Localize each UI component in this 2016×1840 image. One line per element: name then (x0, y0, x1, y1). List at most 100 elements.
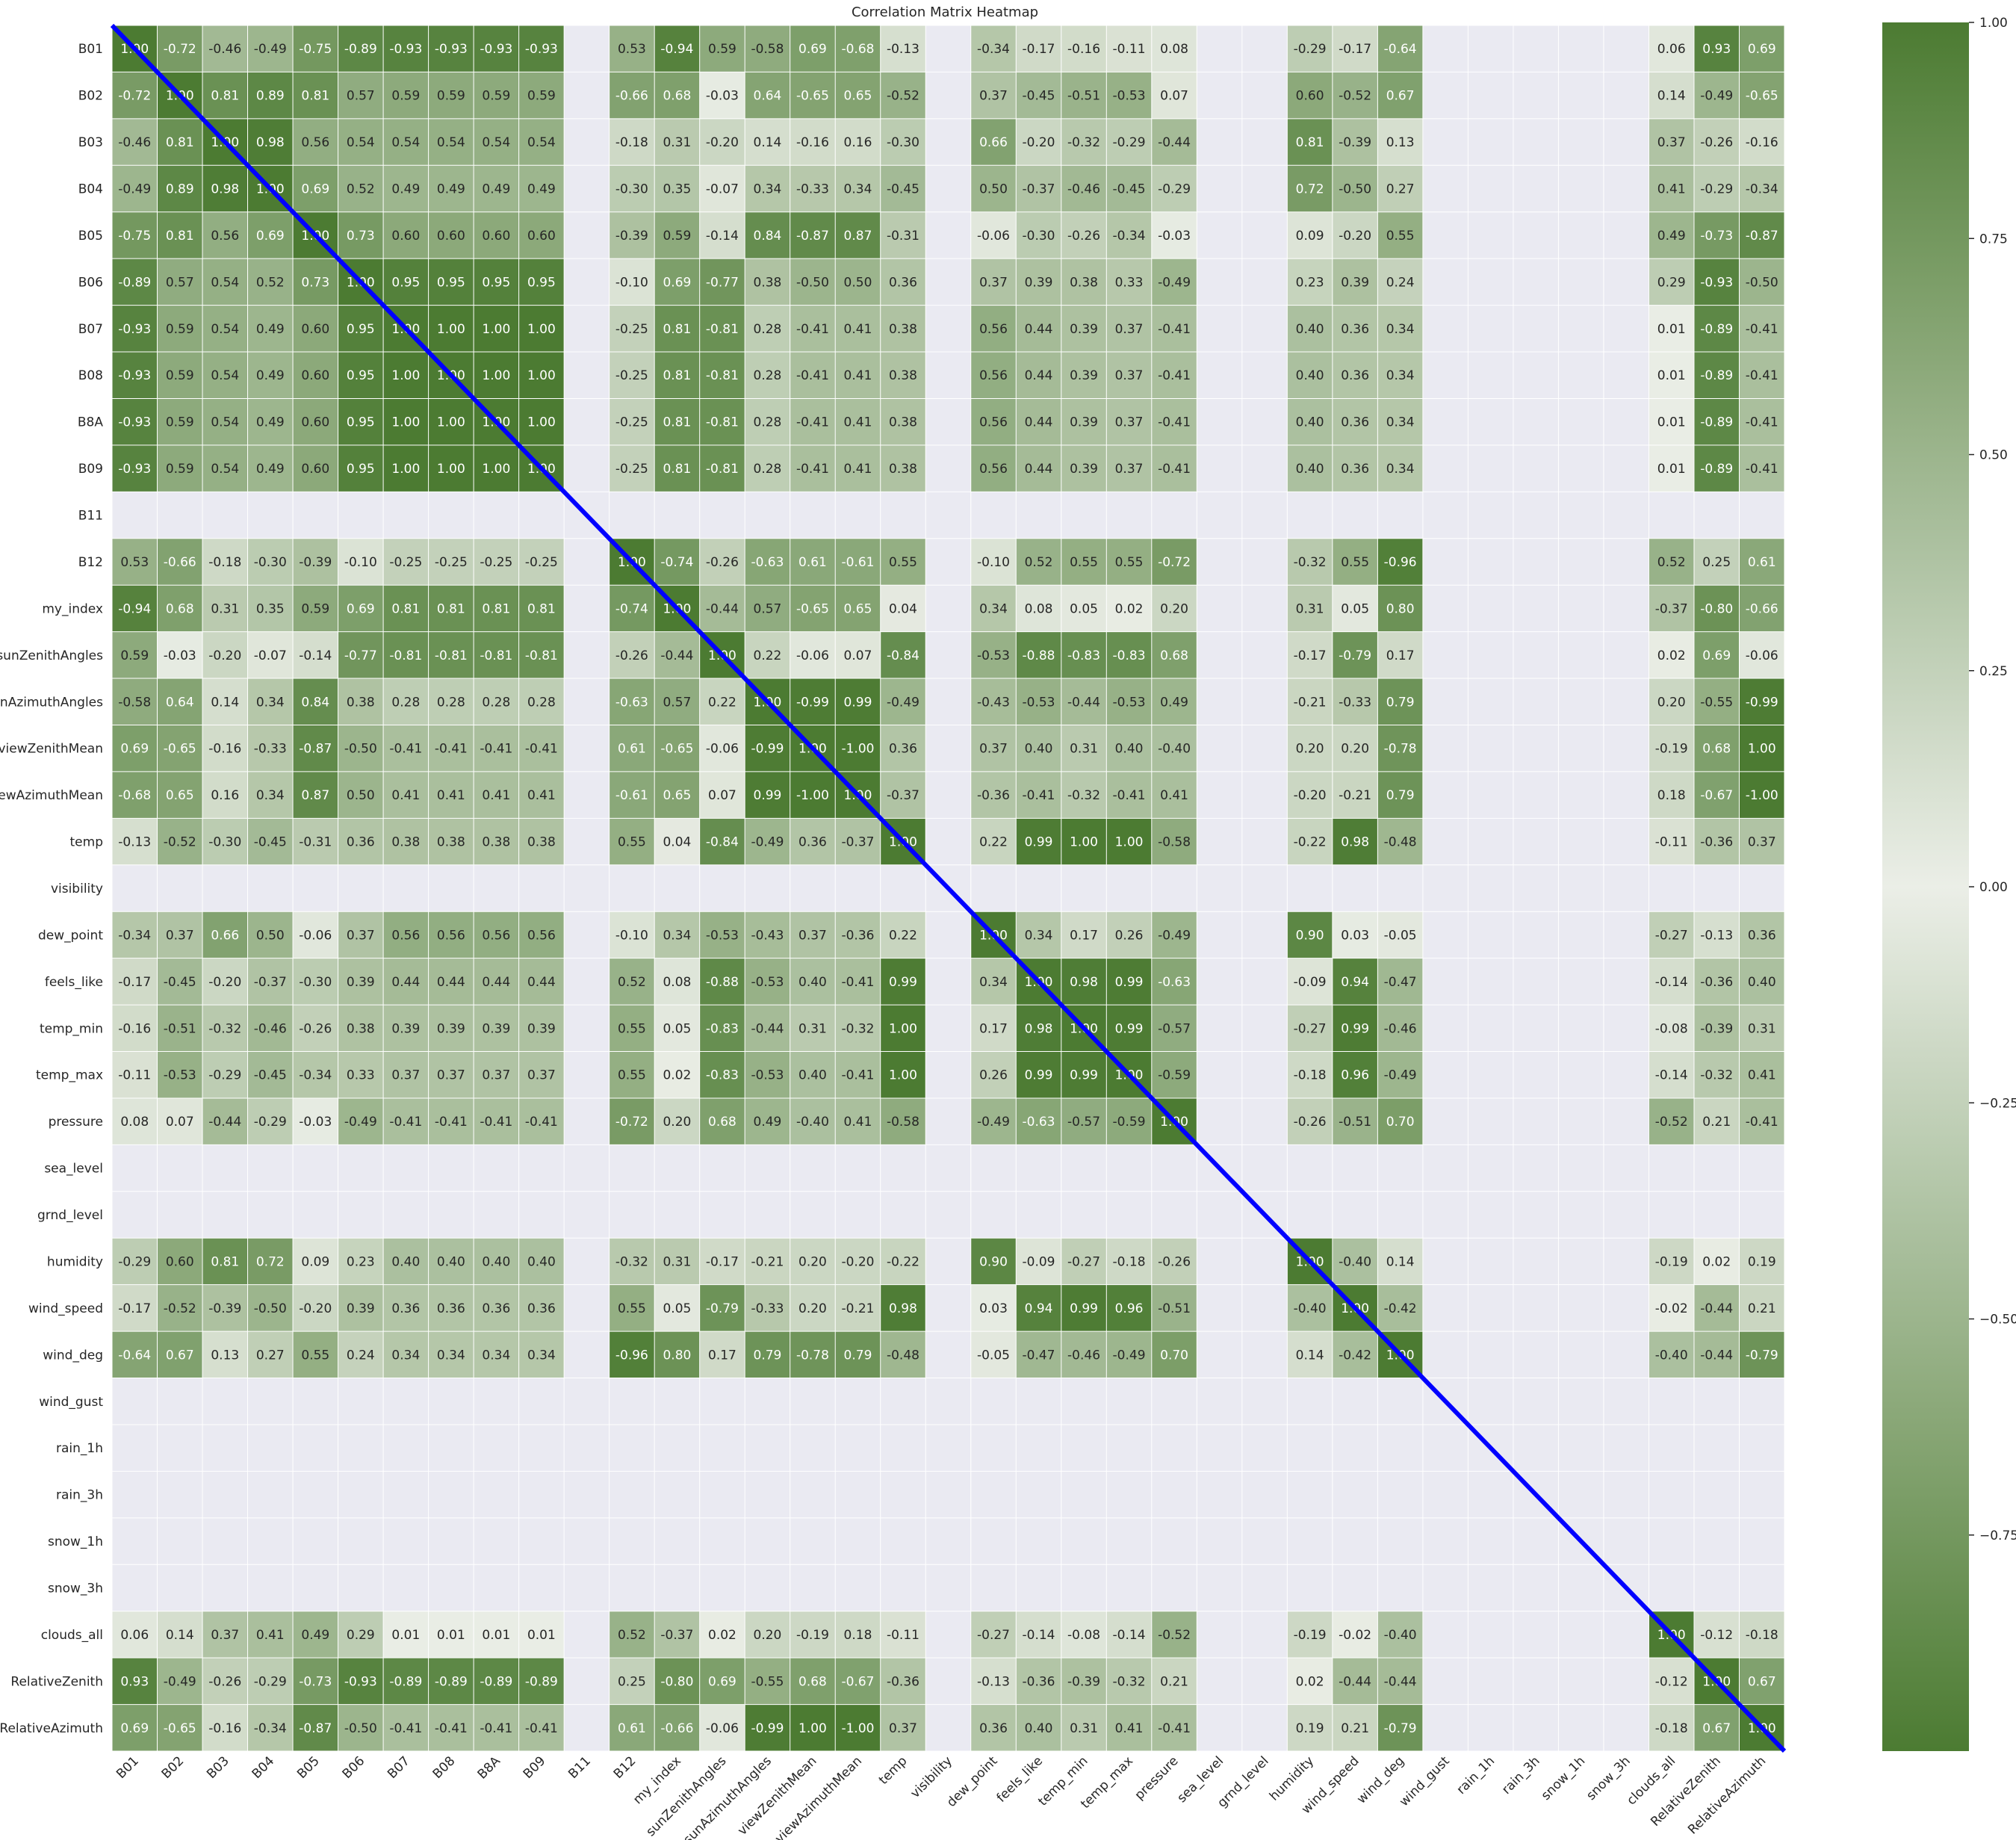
heatmap-cell-b07-b12 (609, 305, 655, 353)
cell-value-label: 0.60 (301, 368, 329, 383)
heatmap-cell-viewzenithmean-feels-like (1016, 725, 1061, 772)
cell-value-label: 0.38 (889, 368, 917, 383)
cell-value-label: 0.98 (256, 135, 285, 150)
heatmap-cell-feels-like-b07 (383, 958, 429, 1006)
heatmap-cell-humidity-b08 (428, 1238, 474, 1285)
cell-value-label: -0.17 (1339, 42, 1371, 57)
cell-value-label: -0.17 (1023, 42, 1055, 57)
cell-value-label: 0.72 (1296, 182, 1324, 197)
heatmap-cell-b12-b09 (518, 538, 565, 586)
heatmap-cell-dew-point-viewzenithmean (790, 911, 836, 958)
cell-value-label: 0.14 (211, 695, 239, 710)
heatmap-cell-temp-min-wind-deg (1377, 1005, 1423, 1052)
cell-value-label: 0.52 (618, 975, 646, 990)
cell-value-label: 0.54 (482, 135, 510, 150)
cell-value-label: 0.49 (527, 182, 556, 197)
heatmap-cell-viewzenithmean-dew-point (970, 725, 1017, 772)
heatmap-cell-b02-relativeazimuth (1739, 72, 1784, 119)
cell-value-label: -0.25 (525, 555, 558, 570)
heatmap-cell-temp-max-b04 (247, 1051, 294, 1098)
cell-value-label: -0.89 (1700, 322, 1733, 337)
cell-value-label: -0.89 (480, 1674, 512, 1689)
heatmap-cell-wind-speed-dew-point (970, 1284, 1017, 1332)
heatmap-cell-my-index-b06 (338, 585, 384, 632)
cell-value-label: -0.19 (1655, 1254, 1688, 1269)
heatmap-cell-relativeazimuth-viewazimuthmean (835, 1704, 881, 1751)
cell-value-label: -0.59 (1158, 1068, 1191, 1083)
heatmap-cell-feels-like-relativeazimuth (1739, 958, 1784, 1006)
heatmap-cell-dew-point-b12 (609, 911, 655, 958)
heatmap-cell-clouds-all-b08 (428, 1611, 474, 1658)
heatmap-cell-temp-b08 (428, 818, 474, 865)
heatmap-cell-b04-wind-deg (1377, 165, 1423, 212)
colorbar (1882, 22, 1969, 1751)
cell-value-label: -0.26 (615, 648, 648, 663)
cell-value-label: 0.18 (1657, 788, 1686, 803)
cell-value-label: 0.17 (1070, 928, 1098, 943)
cell-value-label: -0.19 (1294, 1628, 1327, 1643)
cell-value-label: -0.89 (525, 1674, 558, 1689)
heatmap-cell-relativezenith-viewzenithmean (790, 1658, 836, 1705)
heatmap-cell-clouds-all-b8a (474, 1611, 519, 1658)
heatmap-cell-dew-point-b04 (247, 911, 294, 958)
x-tick-label-b12: B12 (611, 1753, 639, 1782)
cell-value-label: -0.41 (389, 1115, 422, 1130)
heatmap-cell-b05-viewazimuthmean (835, 211, 881, 259)
heatmap-cell-relativezenith-b08 (428, 1658, 474, 1705)
heatmap-cell-temp-min-relativezenith (1693, 1005, 1740, 1052)
heatmap-cell-clouds-all-b01 (112, 1611, 158, 1658)
heatmap-cell-temp-wind-deg (1377, 818, 1423, 865)
cell-value-label: -0.16 (1746, 135, 1778, 150)
heatmap-cell-b08-b06 (338, 352, 384, 399)
heatmap-cell-wind-deg-b07 (383, 1331, 429, 1378)
cell-value-label: -0.81 (706, 322, 739, 337)
cell-value-label: -0.11 (887, 1628, 919, 1643)
heatmap-cell-clouds-all-relativeazimuth (1739, 1611, 1784, 1658)
cell-value-label: -0.59 (1113, 1115, 1146, 1130)
cell-value-label: 0.36 (1341, 415, 1369, 430)
heatmap-cell-viewzenithmean-clouds-all (1649, 725, 1694, 772)
heatmap-cell-pressure-b08 (428, 1097, 474, 1145)
cell-value-label: 0.39 (347, 975, 375, 990)
cell-value-label: -0.34 (254, 1721, 287, 1736)
cell-value-label: 0.40 (482, 1254, 510, 1269)
cell-value-label: -0.20 (841, 1254, 874, 1269)
cell-value-label: 0.31 (1748, 1021, 1776, 1036)
heatmap-cell-viewazimuthmean-b8a (474, 771, 519, 819)
cell-value-label: -0.17 (1294, 648, 1327, 663)
heatmap-cell-b05-dew-point (970, 211, 1017, 259)
heatmap-cell-temp-max-b05 (293, 1051, 338, 1098)
heatmap-cell-my-index-b03 (202, 585, 248, 632)
cell-value-label: -0.37 (1655, 601, 1688, 616)
cell-value-label: 0.59 (437, 89, 465, 104)
cell-value-label: -0.64 (1384, 42, 1417, 57)
cell-value-label: 0.37 (979, 89, 1008, 104)
heatmap-cell-b05-b02 (157, 211, 203, 259)
cell-value-label: -0.83 (1067, 648, 1100, 663)
cell-value-label: 0.22 (979, 835, 1008, 850)
heatmap-cell-temp-max-wind-deg (1377, 1051, 1423, 1098)
cell-value-label: -0.88 (1023, 648, 1055, 663)
heatmap-cell-temp-min-clouds-all (1649, 1005, 1694, 1052)
cell-value-label: 0.14 (1657, 89, 1686, 104)
cell-value-label: -0.45 (1023, 89, 1055, 104)
heatmap-cell-temp-min-dew-point (970, 1005, 1017, 1052)
cell-value-label: 0.64 (166, 695, 194, 710)
cell-value-label: -0.44 (660, 648, 693, 663)
cell-value-label: 0.56 (979, 415, 1008, 430)
heatmap-cell-dew-point-wind-deg (1377, 911, 1423, 958)
heatmap-cell-wind-speed-my-index (654, 1284, 700, 1332)
heatmap-cell-wind-speed-b01 (112, 1284, 158, 1332)
cell-value-label: -0.27 (1655, 928, 1688, 943)
heatmap-cell-b04-b8a (474, 165, 519, 212)
cell-value-label: 0.08 (120, 1115, 149, 1130)
heatmap-cell-sunazimuthangles-b12 (609, 678, 655, 725)
cell-value-label: -0.41 (1158, 462, 1191, 477)
heatmap-cell-viewzenithmean-b01 (112, 725, 158, 772)
heatmap-cell-b04-pressure (1151, 165, 1197, 212)
cell-value-label: -0.41 (796, 462, 829, 477)
x-tick-label-snow-1h: snow_1h (1539, 1753, 1588, 1803)
colorbar-tick-label: 0.25 (1979, 664, 2008, 679)
heatmap-cell-relativeazimuth-dew-point (970, 1704, 1017, 1751)
cell-value-label: -0.41 (1746, 368, 1778, 383)
